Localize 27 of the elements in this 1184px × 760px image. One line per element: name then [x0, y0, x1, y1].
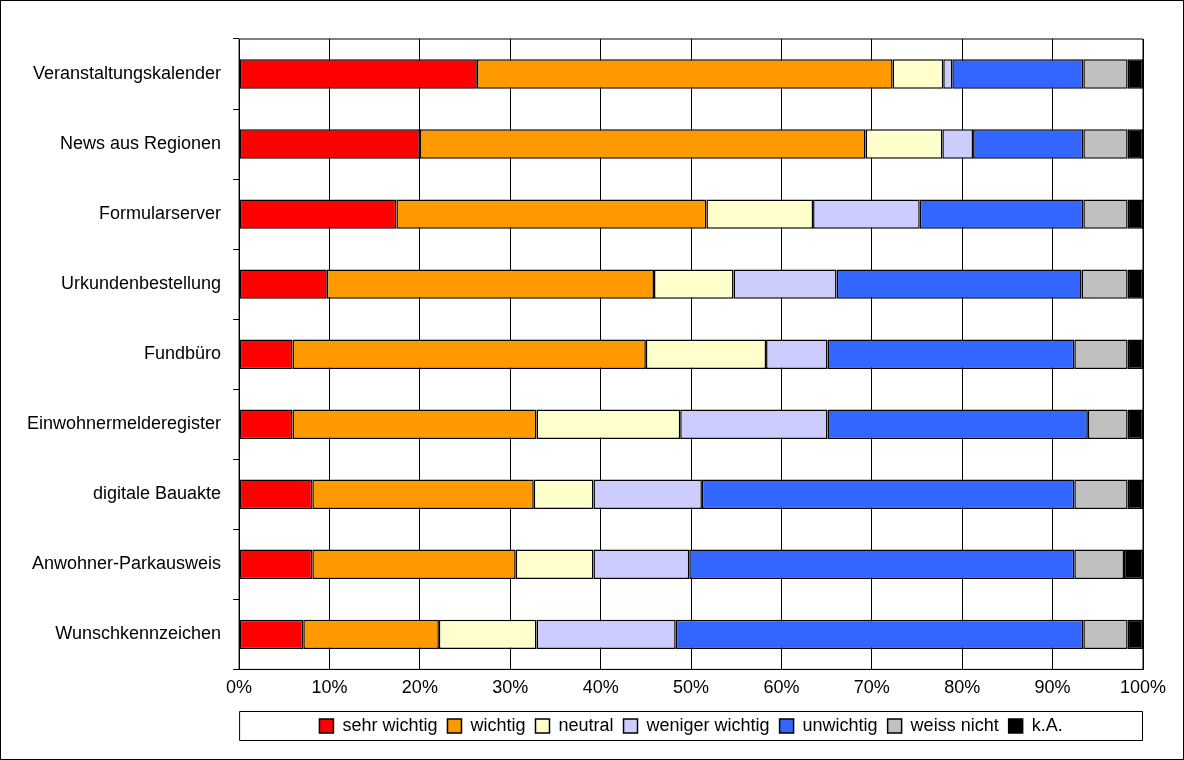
legend-label: unwichtig: [802, 714, 878, 735]
y-tick-label: Veranstaltungskalender: [32, 62, 222, 83]
x-tick-label: 40%: [582, 677, 619, 698]
legend-label: neutral: [558, 714, 614, 735]
x-tick-label: 50%: [673, 677, 710, 698]
y-tick-label: Anwohner-Parkausweis: [32, 553, 222, 574]
x-tick-label: 90%: [1034, 677, 1071, 698]
y-tick-label: Wunschkennzeichen: [55, 623, 222, 644]
x-tick-label: 70%: [853, 677, 890, 698]
x-tick-label: 30%: [492, 677, 529, 698]
x-tick-label: 80%: [944, 677, 981, 698]
y-tick-label: Formularserver: [99, 203, 222, 224]
x-tick-label: 60%: [763, 677, 800, 698]
y-tick-label: Fundbüro: [144, 343, 222, 364]
y-tick-label: News aus Regionen: [59, 133, 222, 154]
x-tick-label: 100%: [1119, 677, 1167, 698]
legend-label: weiss nicht: [909, 714, 999, 735]
x-tick-label: 20%: [401, 677, 438, 698]
x-tick-label: 0%: [226, 677, 253, 698]
legend-label: weniger wichtig: [645, 714, 770, 735]
legend-label: sehr wichtig: [342, 714, 438, 735]
legend-label: wichtig: [469, 714, 526, 735]
y-tick-label: digitale Bauakte: [93, 483, 222, 504]
legend-label: k.A.: [1031, 714, 1063, 735]
y-tick-label: Urkundenbestellung: [60, 273, 222, 294]
x-tick-label: 10%: [311, 677, 348, 698]
y-tick-label: Einwohnermelderegister: [26, 413, 222, 434]
